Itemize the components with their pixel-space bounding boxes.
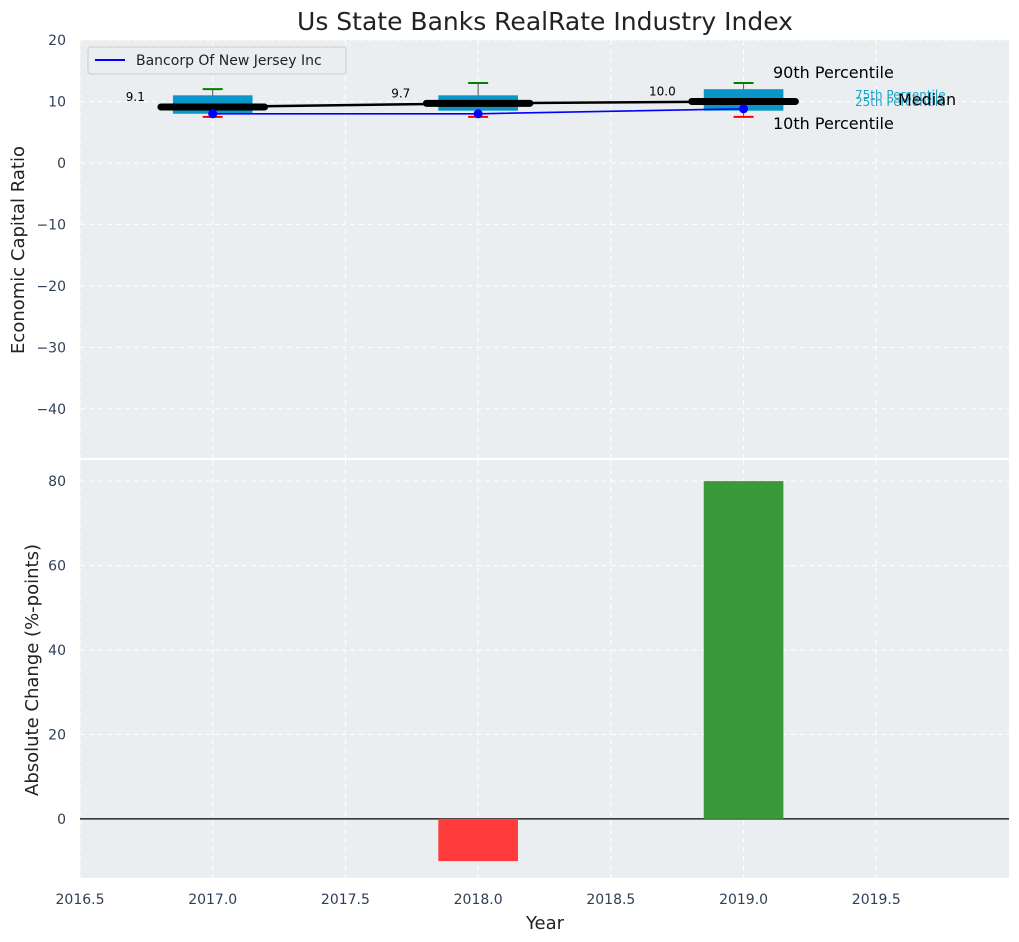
series-point: [208, 109, 218, 119]
change-bar: [438, 818, 518, 862]
median-annotation: Median: [898, 90, 956, 109]
legend: Bancorp Of New Jersey Inc: [87, 46, 347, 75]
top-y-tick-label: −20: [36, 279, 66, 295]
x-tick-label: 2018.5: [586, 892, 635, 908]
p25-annotation: 25th Percentile: [855, 95, 946, 109]
top-y-tick-label: −30: [36, 340, 66, 356]
x-tick-label: 2019.5: [852, 892, 901, 908]
bottom-y-tick-label: 60: [48, 559, 66, 575]
x-tick-label: 2018.0: [454, 892, 503, 908]
x-tick-label: 2017.5: [321, 892, 370, 908]
median-trend-line: [212, 100, 744, 109]
legend-entry: Bancorp Of New Jersey Inc: [136, 53, 322, 69]
p90-annotation: 90th Percentile: [773, 63, 894, 82]
boxes: 9.1 9.7 10.0: [126, 82, 799, 118]
x-tick-label: 2016.5: [56, 892, 105, 908]
top-y-ticks: 20 10 0 −10 −20 −30 −40: [36, 33, 66, 418]
bottom-grid: [79, 460, 1009, 878]
change-bars: [438, 481, 784, 862]
bottom-y-axis-label: Absolute Change (%-points): [22, 544, 43, 796]
median-value-label: 9.7: [391, 86, 410, 100]
top-y-tick-label: 0: [57, 156, 66, 172]
chart-title: Us State Banks RealRate Industry Index: [297, 7, 793, 36]
bottom-y-tick-label: 20: [48, 727, 66, 743]
x-tick-label: 2019.0: [719, 892, 768, 908]
top-y-tick-label: −10: [36, 217, 66, 233]
series-point: [739, 104, 749, 114]
top-y-tick-label: 20: [48, 33, 66, 49]
x-axis-label: Year: [525, 913, 565, 934]
x-ticks: 2016.5 2017.0 2017.5 2018.0 2018.5 2019.0 2019…: [56, 892, 901, 908]
bottom-y-tick-label: 80: [48, 474, 66, 490]
top-y-axis-label: Economic Capital Ratio: [8, 146, 29, 354]
median-value-label: 10.0: [649, 84, 676, 98]
change-bar: [703, 481, 784, 819]
legend-box: [87, 46, 347, 75]
x-tick-label: 2017.0: [188, 892, 237, 908]
median-value-label: 9.1: [126, 90, 145, 104]
top-y-tick-label: 10: [48, 94, 66, 110]
company-series: [208, 104, 749, 119]
p10-annotation: 10th Percentile: [773, 114, 894, 133]
p75-annotation: 75th Percentile: [855, 88, 946, 102]
bottom-plot-area: [80, 460, 1009, 878]
series-point: [473, 109, 483, 119]
bottom-y-ticks: 80 60 40 20 0: [48, 474, 66, 828]
bottom-y-tick-label: 40: [48, 643, 66, 659]
top-y-tick-label: −40: [36, 402, 66, 418]
bottom-y-tick-label: 0: [57, 812, 66, 828]
